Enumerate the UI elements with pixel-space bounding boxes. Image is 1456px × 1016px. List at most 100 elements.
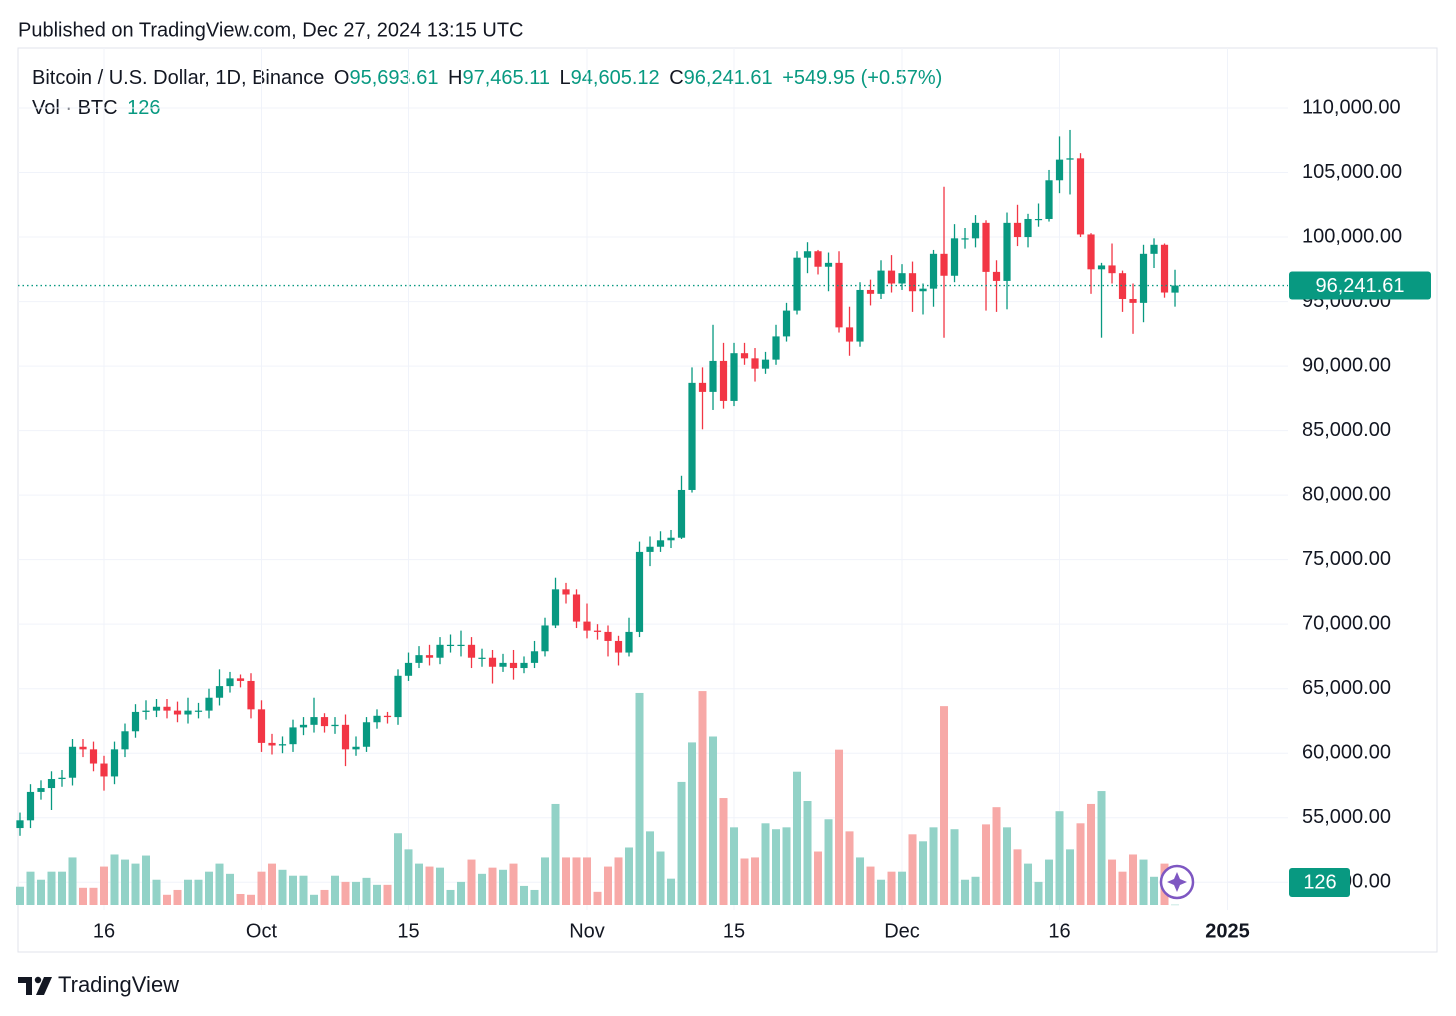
volume-bar bbox=[1034, 881, 1043, 905]
x-tick-label: Oct bbox=[246, 920, 278, 942]
volume-bar bbox=[1055, 811, 1064, 905]
volume-bar bbox=[331, 875, 340, 905]
y-tick-label: 100,000.00 bbox=[1302, 225, 1402, 247]
y-tick-label: 105,000.00 bbox=[1302, 161, 1402, 183]
volume-bar bbox=[47, 871, 56, 905]
candle-body bbox=[583, 621, 591, 631]
candle-body bbox=[1129, 298, 1137, 303]
volume-bar bbox=[446, 889, 455, 905]
candle-body bbox=[289, 727, 297, 745]
candle-body bbox=[908, 273, 917, 292]
candle-body bbox=[425, 655, 434, 658]
candle-body bbox=[436, 644, 444, 658]
volume-bar bbox=[404, 849, 413, 905]
candle-body bbox=[835, 262, 843, 328]
candle-body bbox=[656, 540, 665, 547]
y-tick-label: 75,000.00 bbox=[1302, 548, 1391, 570]
volume-bar bbox=[583, 857, 592, 905]
volume-bar bbox=[457, 881, 466, 905]
volume-bar bbox=[730, 827, 739, 905]
candle-body bbox=[961, 238, 969, 240]
volume-bar bbox=[1108, 859, 1117, 905]
candle-body bbox=[992, 271, 1001, 281]
x-tick-label: Nov bbox=[569, 920, 605, 942]
candle-body bbox=[1024, 218, 1032, 238]
candle-body bbox=[194, 710, 203, 712]
candle-body bbox=[152, 706, 161, 711]
candle-body bbox=[1066, 158, 1074, 160]
volume-bar bbox=[373, 884, 382, 905]
volume-badge-label: 126 bbox=[1303, 871, 1336, 893]
last-price-badge bbox=[1289, 271, 1431, 300]
candle-body bbox=[1034, 218, 1043, 221]
volume-bar bbox=[709, 736, 718, 905]
candle-body bbox=[530, 651, 539, 663]
volume-bar bbox=[772, 829, 781, 905]
volume-bar bbox=[173, 889, 182, 905]
volume-bar bbox=[120, 859, 129, 905]
legend-value: 94,605.12 bbox=[571, 67, 660, 89]
candle-body bbox=[236, 678, 245, 681]
logo-part bbox=[36, 977, 52, 995]
candle-body bbox=[226, 678, 234, 687]
volume-bar bbox=[289, 875, 298, 905]
candle-body bbox=[541, 625, 549, 652]
candle-body bbox=[131, 711, 140, 732]
volume-bar bbox=[782, 827, 791, 905]
volume-bar bbox=[225, 873, 234, 905]
volume-bar bbox=[940, 706, 949, 905]
candle-body bbox=[866, 289, 875, 294]
candle-body bbox=[1108, 265, 1116, 274]
candle-body bbox=[677, 489, 686, 538]
volume-bar bbox=[110, 854, 119, 905]
volume-bar bbox=[740, 858, 749, 905]
legend-key: O bbox=[334, 67, 350, 89]
candle-body bbox=[478, 657, 486, 659]
candle-body bbox=[142, 710, 150, 712]
y-tick-label: 55,000.00 bbox=[1302, 806, 1391, 828]
candle-body bbox=[383, 715, 392, 718]
volume-bar bbox=[194, 879, 203, 905]
y-tick-label: 65,000.00 bbox=[1302, 677, 1391, 699]
volume-bar bbox=[246, 894, 255, 905]
volume-bar bbox=[961, 879, 970, 905]
candle-body bbox=[16, 820, 24, 829]
volume-bar bbox=[415, 863, 424, 905]
candle-body bbox=[58, 777, 66, 780]
volume-bar bbox=[845, 831, 854, 905]
volume-bar bbox=[646, 831, 655, 905]
y-tick-label: 85,000.00 bbox=[1302, 419, 1391, 441]
volume-bar bbox=[908, 834, 917, 905]
volume-bar bbox=[1024, 863, 1033, 905]
candle-body bbox=[320, 717, 329, 727]
candle-body bbox=[940, 253, 948, 276]
candle-body bbox=[614, 640, 623, 653]
candle-body bbox=[341, 724, 350, 750]
legend-value: 96,241.61 bbox=[684, 67, 773, 89]
volume-bar bbox=[1087, 803, 1096, 905]
volume-bar bbox=[761, 823, 770, 905]
candle-body bbox=[520, 662, 528, 669]
legend-key: L bbox=[560, 67, 571, 89]
candle-body bbox=[415, 655, 423, 663]
candle-body bbox=[950, 238, 959, 276]
candle-body bbox=[1118, 273, 1127, 299]
volume-bar bbox=[499, 869, 508, 905]
legend-value: 97,465.11 bbox=[462, 67, 550, 89]
volume-bar bbox=[520, 885, 529, 905]
candle-body bbox=[47, 779, 56, 789]
candle-body bbox=[247, 680, 255, 710]
volume-bar bbox=[856, 857, 865, 905]
volume-bar bbox=[425, 866, 434, 905]
candle-body bbox=[1150, 244, 1158, 254]
volume-bar bbox=[268, 863, 276, 905]
footer-logo bbox=[18, 976, 52, 995]
candle-body bbox=[394, 675, 402, 718]
volume-bar bbox=[257, 871, 266, 905]
candle-body bbox=[824, 262, 833, 267]
candle-body bbox=[373, 715, 381, 723]
candle-body bbox=[929, 253, 938, 289]
volume-bar bbox=[478, 873, 487, 905]
candle-body bbox=[877, 270, 885, 294]
